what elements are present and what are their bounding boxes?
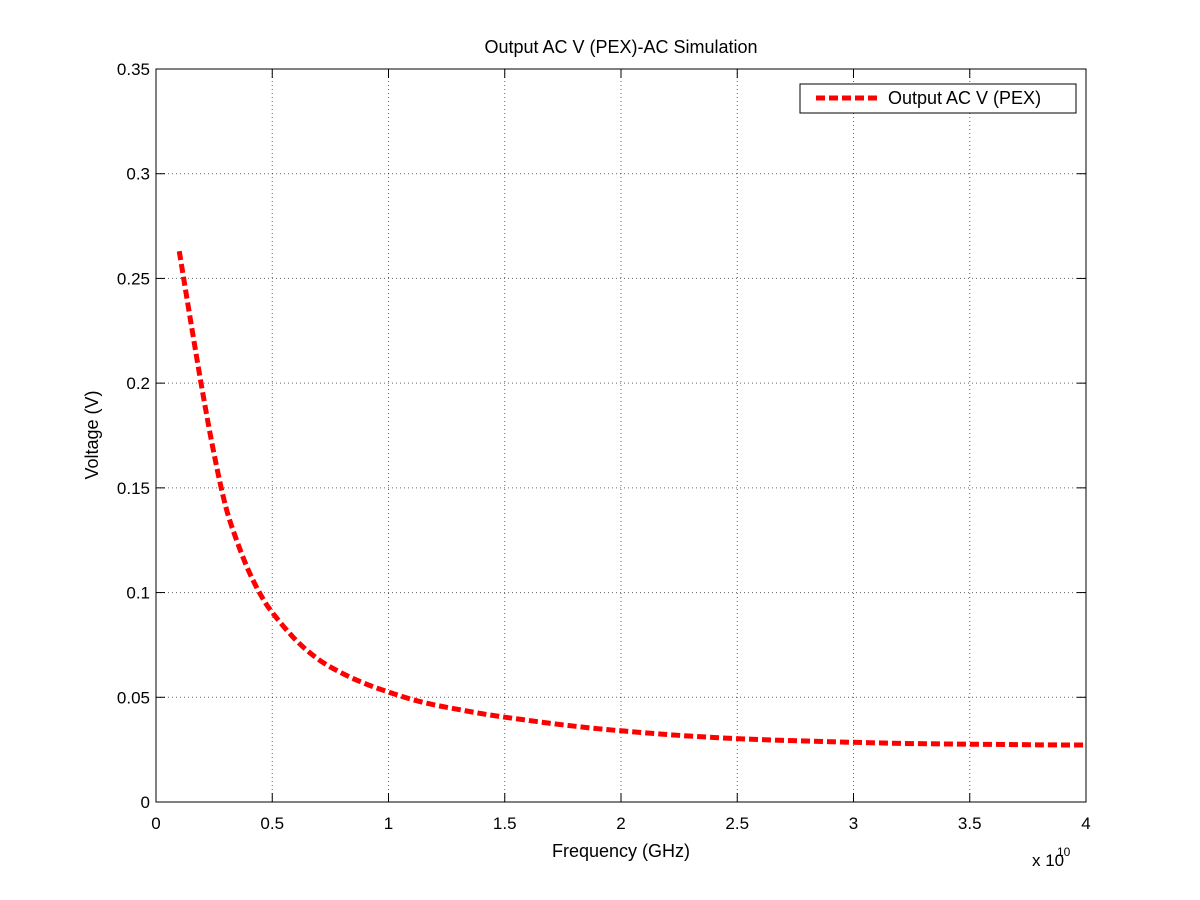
x-tick-label: 3.5 (958, 814, 982, 833)
y-tick-label: 0 (141, 793, 150, 812)
x-tick-label: 0.5 (260, 814, 284, 833)
x-axis-exponent-power: 10 (1057, 845, 1071, 859)
x-tick-label: 1.5 (493, 814, 517, 833)
series-line-0 (176, 250, 1087, 748)
plot-area (155, 68, 1087, 803)
y-tick-label: 0.1 (126, 584, 150, 603)
x-tick-label: 2 (616, 814, 625, 833)
x-axis-exponent: x 10 10 (1032, 845, 1071, 870)
chart-title: Output AC V (PEX)-AC Simulation (484, 37, 757, 57)
x-tick-label: 0 (151, 814, 160, 833)
x-axis-tick-labels: 0 0.5 1 1.5 2 2.5 3 3.5 4 (151, 814, 1090, 833)
y-tick-label: 0.35 (117, 60, 150, 79)
y-tick-label: 0.25 (117, 269, 150, 288)
legend: Output AC V (PEX) (799, 83, 1077, 114)
x-tick-label: 4 (1081, 814, 1090, 833)
axis-ticks (155, 68, 1087, 803)
y-tick-label: 0.05 (117, 688, 150, 707)
grid-lines (156, 69, 1086, 802)
x-tick-label: 2.5 (725, 814, 749, 833)
y-tick-label: 0.15 (117, 479, 150, 498)
y-axis-tick-labels: 0 0.05 0.1 0.15 0.2 0.25 0.3 0.35 (117, 60, 150, 812)
y-tick-label: 0.2 (126, 374, 150, 393)
legend-label: Output AC V (PEX) (888, 88, 1041, 108)
x-axis-label: Frequency (GHz) (552, 841, 690, 861)
x-tick-label: 3 (849, 814, 858, 833)
x-tick-label: 1 (384, 814, 393, 833)
y-tick-label: 0.3 (126, 165, 150, 184)
y-axis-label: Voltage (V) (82, 390, 102, 479)
x-axis-exponent-base: x 10 (1032, 851, 1064, 870)
series-layer (176, 250, 1087, 748)
